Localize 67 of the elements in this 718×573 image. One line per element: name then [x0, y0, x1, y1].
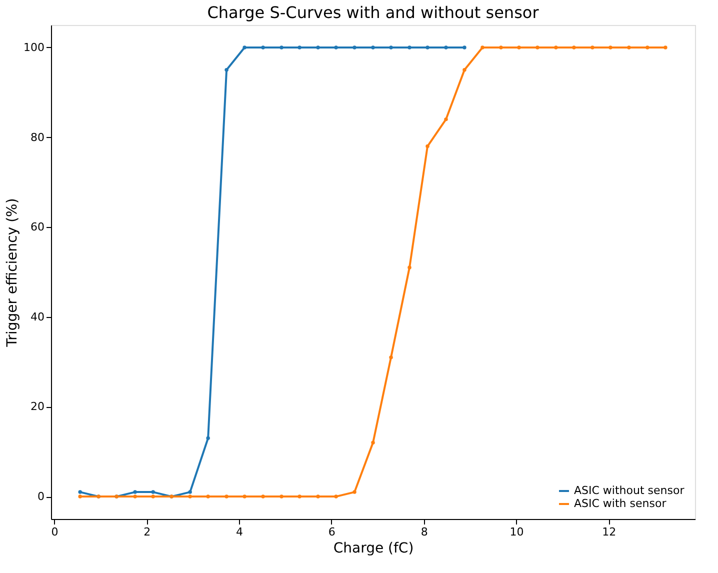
- point: [352, 46, 356, 50]
- point: [151, 494, 155, 498]
- point: [517, 46, 521, 50]
- y-tick-label: 0: [38, 490, 44, 504]
- point: [627, 46, 631, 50]
- point: [646, 46, 650, 50]
- point: [133, 494, 137, 498]
- point: [78, 494, 82, 498]
- point: [590, 46, 594, 50]
- point: [206, 436, 210, 440]
- x-tick-label: 8: [420, 526, 428, 538]
- legend-label: ASIC without sensor: [574, 484, 685, 497]
- point: [462, 46, 466, 50]
- point: [261, 494, 265, 498]
- point: [608, 46, 612, 50]
- point: [261, 46, 265, 50]
- y-tick-label: 40: [30, 310, 44, 324]
- point: [334, 494, 338, 498]
- point: [188, 494, 192, 498]
- y-tick-label: 100: [24, 40, 44, 54]
- point: [224, 68, 228, 72]
- point: [151, 490, 155, 494]
- point: [206, 494, 210, 498]
- point: [280, 46, 284, 50]
- chart-title: Charge S-Curves with and without sensor: [207, 3, 540, 22]
- y-axis-title: Trigger efficiency (%): [4, 198, 21, 348]
- point: [371, 46, 375, 50]
- point: [554, 46, 558, 50]
- x-tick-label: 4: [236, 526, 244, 538]
- point: [78, 490, 82, 494]
- point: [408, 46, 412, 50]
- y-tick-label: 60: [30, 220, 44, 234]
- y-tick-label: 80: [30, 130, 44, 144]
- x-tick-label: 6: [328, 526, 336, 538]
- point: [426, 46, 430, 50]
- point: [316, 494, 320, 498]
- y-tick-label: 20: [30, 400, 44, 414]
- point: [389, 46, 393, 50]
- x-tick-label: 2: [144, 526, 151, 538]
- point: [572, 46, 576, 50]
- point: [298, 494, 302, 498]
- point: [352, 490, 356, 494]
- legend-label: ASIC with sensor: [574, 497, 667, 510]
- point: [316, 46, 320, 50]
- point: [480, 46, 484, 50]
- x-tick-label: 0: [51, 526, 58, 538]
- point: [664, 46, 668, 50]
- point: [371, 440, 375, 445]
- point: [426, 144, 430, 148]
- point: [389, 355, 393, 360]
- point: [444, 117, 448, 122]
- point: [462, 68, 466, 72]
- point: [536, 46, 540, 50]
- x-axis-title: Charge (fC): [333, 540, 414, 556]
- point: [444, 46, 448, 50]
- point: [280, 494, 284, 498]
- point: [242, 46, 246, 50]
- x-tick-label: 10: [510, 526, 524, 538]
- point: [334, 46, 338, 50]
- point: [242, 494, 246, 498]
- point: [408, 266, 412, 270]
- point: [224, 494, 228, 498]
- point: [499, 46, 503, 50]
- point: [133, 490, 137, 494]
- x-tick-label: 12: [602, 526, 616, 538]
- point: [298, 46, 302, 50]
- point: [188, 490, 192, 494]
